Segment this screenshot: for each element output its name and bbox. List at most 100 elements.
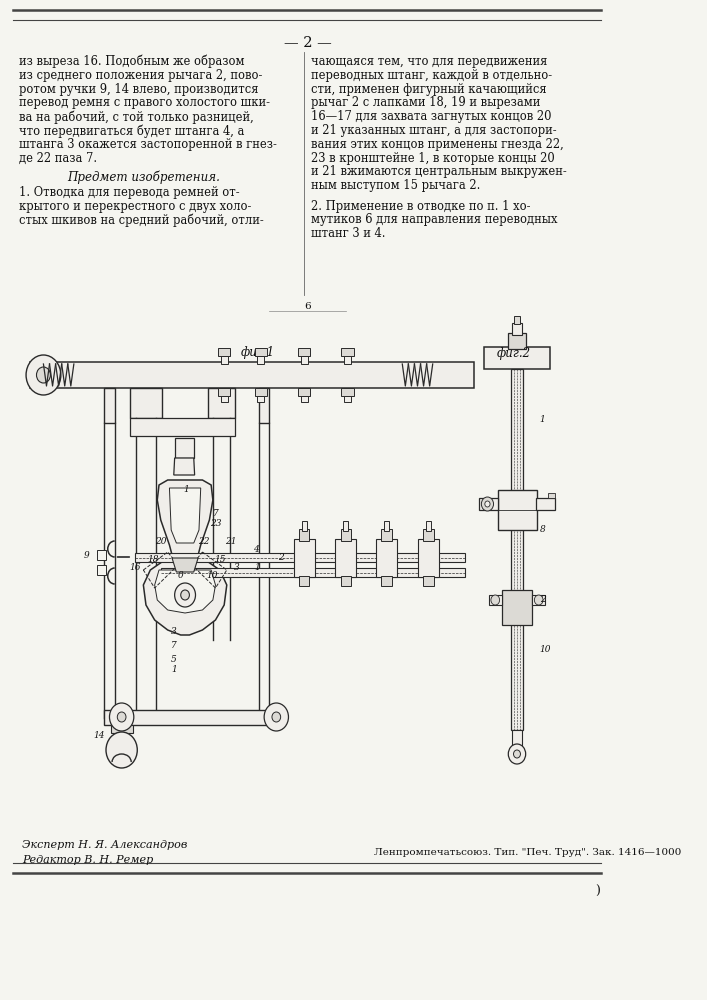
Text: из среднего положения рычага 2, пово-: из среднего положения рычага 2, пово-: [19, 69, 262, 82]
Text: чающаяся тем, что для передвижения: чающаяся тем, что для передвижения: [311, 55, 547, 68]
Text: 22: 22: [199, 538, 210, 546]
Circle shape: [264, 703, 288, 731]
Text: переводных штанг, каждой в отдельно-: переводных штанг, каждой в отдельно-: [311, 69, 552, 82]
Circle shape: [181, 590, 189, 600]
Bar: [255, 388, 267, 396]
Text: 4: 4: [253, 546, 259, 554]
Text: — 2 —: — 2 —: [284, 36, 332, 50]
Text: вания этих концов применены гнезда 22,: вания этих концов применены гнезда 22,: [311, 138, 563, 151]
Bar: [104, 710, 269, 725]
Polygon shape: [174, 458, 194, 475]
Bar: [259, 388, 269, 423]
Bar: [376, 539, 397, 577]
Bar: [300, 356, 308, 364]
Bar: [221, 356, 228, 364]
Polygon shape: [170, 488, 201, 543]
Bar: [130, 388, 162, 418]
Bar: [532, 595, 545, 605]
Text: 2. Применение в отводке по п. 1 хо-: 2. Применение в отводке по п. 1 хо-: [311, 200, 530, 213]
Bar: [508, 333, 526, 349]
Text: 9: 9: [84, 550, 90, 560]
Bar: [298, 348, 310, 356]
Bar: [208, 388, 235, 418]
Bar: [257, 356, 264, 364]
Bar: [344, 356, 351, 364]
Text: 14: 14: [93, 732, 105, 740]
Text: стых шкивов на средний рабочий, отли-: стых шкивов на средний рабочий, отли-: [19, 214, 264, 227]
Text: что передвигаться будет штанга 4, а: что передвигаться будет штанга 4, а: [19, 124, 245, 137]
Text: Эксперт Н. Я. Александров: Эксперт Н. Я. Александров: [22, 840, 187, 850]
Text: 23: 23: [210, 520, 221, 528]
Bar: [341, 576, 351, 586]
Bar: [301, 521, 307, 531]
Text: 18: 18: [147, 556, 158, 564]
Bar: [484, 347, 550, 369]
Text: 3: 3: [233, 564, 239, 572]
Text: де 22 паза 7.: де 22 паза 7.: [19, 152, 98, 165]
Text: 6: 6: [304, 302, 311, 311]
Bar: [512, 323, 522, 335]
Bar: [489, 595, 502, 605]
Polygon shape: [144, 480, 227, 635]
Circle shape: [485, 501, 490, 507]
Circle shape: [175, 583, 196, 607]
Bar: [384, 521, 390, 531]
Text: 8: 8: [539, 526, 545, 534]
Text: 10: 10: [539, 646, 551, 654]
Text: из выреза 16. Подобным же образом: из выреза 16. Подобным же образом: [19, 55, 245, 68]
Text: Редактор В. Н. Ремер: Редактор В. Н. Ремер: [22, 855, 153, 865]
Bar: [498, 490, 537, 530]
Bar: [479, 498, 498, 510]
Text: крытого и перекрестного с двух холо-: крытого и перекрестного с двух холо-: [19, 200, 252, 213]
Bar: [257, 396, 264, 402]
Text: 21: 21: [226, 538, 237, 546]
Text: 1: 1: [539, 416, 545, 424]
Text: 2: 2: [539, 595, 545, 604]
Bar: [426, 521, 431, 531]
Text: мутиков 6 для направления переводных: мутиков 6 для направления переводных: [311, 213, 558, 226]
Polygon shape: [155, 570, 216, 613]
Circle shape: [513, 750, 520, 758]
Bar: [423, 576, 433, 586]
Text: ва на рабочий, с той только разницей,: ва на рабочий, с той только разницей,: [19, 110, 254, 124]
Text: 7: 7: [213, 510, 218, 518]
Text: Ленпромпечатьсоюз. Тип. "Печ. Труд". Зак. 1416—1000: Ленпромпечатьсоюз. Тип. "Печ. Труд". Зак…: [373, 848, 681, 857]
Bar: [512, 730, 522, 748]
Circle shape: [491, 595, 500, 605]
Text: 16—17 для захвата загнутых концов 20: 16—17 для захвата загнутых концов 20: [311, 110, 551, 123]
Text: 1. Отводка для перевода ремней от-: 1. Отводка для перевода ремней от-: [19, 186, 240, 199]
Bar: [221, 396, 228, 402]
Bar: [218, 388, 230, 396]
Bar: [300, 396, 308, 402]
Bar: [175, 438, 194, 458]
Text: 7: 7: [171, 641, 177, 650]
Bar: [341, 388, 354, 396]
Bar: [98, 550, 106, 560]
Bar: [160, 568, 464, 577]
Text: штанга 3 окажется застопоренной в гнез-: штанга 3 окажется застопоренной в гнез-: [19, 138, 277, 151]
Polygon shape: [172, 558, 198, 572]
Text: фиг.2: фиг.2: [497, 347, 531, 360]
Circle shape: [534, 595, 543, 605]
Bar: [218, 348, 230, 356]
Circle shape: [272, 712, 281, 722]
Circle shape: [26, 355, 61, 395]
Text: штанг 3 и 4.: штанг 3 и 4.: [311, 227, 385, 240]
Circle shape: [481, 497, 493, 511]
Text: 2: 2: [278, 554, 284, 562]
Bar: [536, 498, 555, 510]
Text: перевод ремня с правого холостого шки-: перевод ремня с правого холостого шки-: [19, 96, 270, 109]
Circle shape: [106, 732, 137, 768]
Text: и 21 указанных штанг, а для застопори-: и 21 указанных штанг, а для застопори-: [311, 124, 556, 137]
Text: 10: 10: [206, 572, 218, 580]
Bar: [130, 418, 235, 436]
Text: сти, применен фигурный качающийся: сти, применен фигурный качающийся: [311, 83, 547, 96]
Text: 1: 1: [183, 486, 189, 494]
Bar: [299, 576, 310, 586]
Bar: [111, 725, 133, 733]
Text: 1: 1: [255, 564, 260, 572]
Text: ротом ручки 9, 14 влево, производится: ротом ручки 9, 14 влево, производится: [19, 83, 259, 96]
Circle shape: [117, 712, 126, 722]
Text: 16: 16: [129, 564, 141, 572]
Bar: [98, 565, 106, 575]
